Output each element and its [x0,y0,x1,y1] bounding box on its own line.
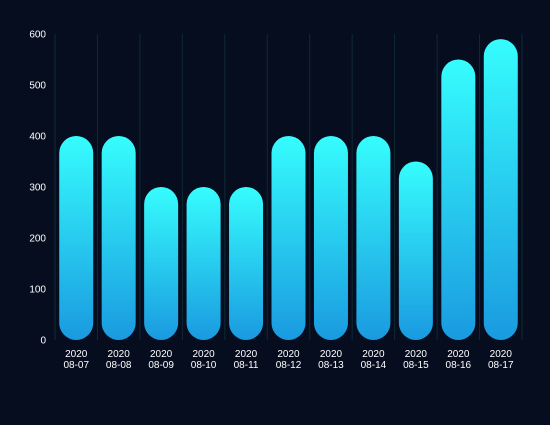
bar [144,187,179,340]
y-tick-label: 100 [29,285,46,296]
bar [59,136,94,340]
y-tick-label: 400 [29,132,46,143]
bar [229,187,264,340]
x-tick-label: 2020 08-15 [403,349,429,371]
x-tick-label: 2020 08-10 [191,349,217,371]
bar [313,136,348,340]
x-tick-label: 2020 08-14 [361,349,387,371]
y-tick-label: 600 [29,30,46,41]
bar [483,39,518,340]
x-tick-label: 2020 08-16 [446,349,472,371]
x-tick-label: 2020 08-13 [318,349,344,371]
grid-lines [54,34,523,340]
y-axis: 0 100 200 300 400 500 600 [29,30,46,347]
y-tick-label: 300 [29,183,46,194]
y-tick-label: 500 [29,81,46,92]
bars [59,39,518,340]
x-axis: 2020 08-07 2020 08-08 2020 08-09 2020 08-10 2020… [63,349,514,371]
x-tick-label: 2020 08-08 [106,349,132,371]
x-tick-label: 2020 08-09 [148,349,174,371]
x-tick-label: 2020 08-11 [234,349,259,371]
bar [356,136,391,340]
bar [186,187,221,340]
bar [441,59,476,340]
x-tick-label: 2020 08-07 [63,349,89,371]
x-tick-label: 2020 08-12 [276,349,302,371]
x-tick-label: 2020 08-17 [488,349,514,371]
y-tick-label: 0 [40,336,46,347]
bar [271,136,306,340]
bar [101,136,136,340]
y-tick-label: 200 [29,234,46,245]
bar [398,161,433,340]
